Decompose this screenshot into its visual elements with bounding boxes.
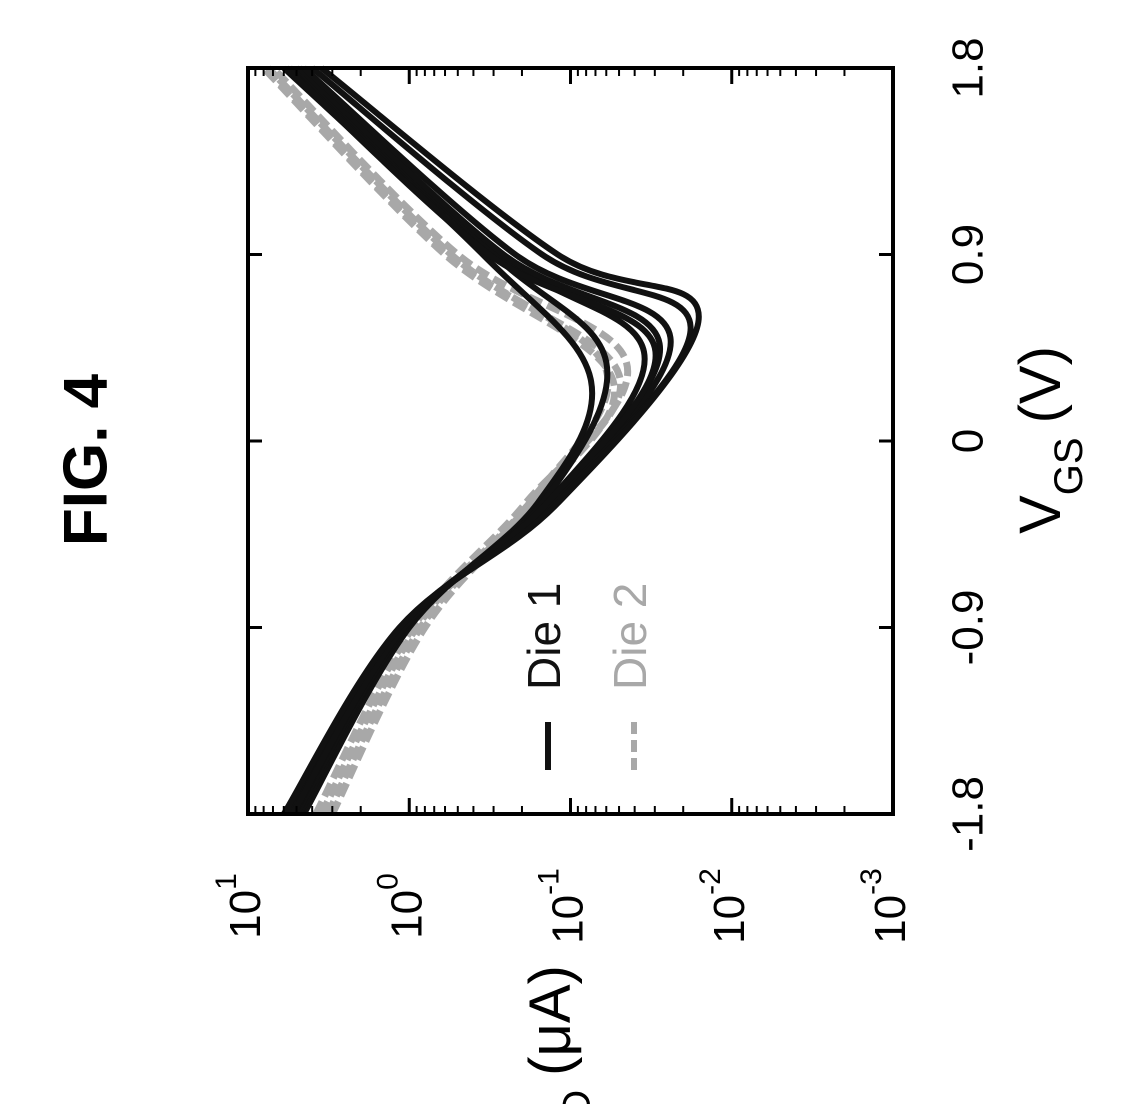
legend-label-die2: Die 2 bbox=[604, 583, 656, 690]
x-tick-label: -1.8 bbox=[944, 776, 993, 852]
x-tick-label: 0 bbox=[944, 429, 993, 453]
series-line-die1-10 bbox=[284, 65, 659, 816]
legend-label-die1: Die 1 bbox=[518, 583, 570, 690]
y-tick-label: 100 bbox=[371, 873, 431, 939]
y-tick-label: 10-2 bbox=[694, 868, 754, 944]
x-axis-label: VGS(V) bbox=[1008, 346, 1091, 534]
figure-label: FIG. 4 bbox=[51, 373, 120, 546]
y-tick-label: 10-1 bbox=[532, 868, 592, 944]
series-line-die1-4 bbox=[281, 65, 596, 816]
axes: -1.8 -0.9 0 0.9 1.8 10-3 10-2 10-1 100 101 bbox=[210, 37, 993, 943]
y-axis-label: ID(μA) bbox=[518, 965, 599, 1104]
y-tick-label: 101 bbox=[210, 873, 270, 939]
x-tick-label: 1.8 bbox=[944, 37, 993, 98]
series-line-die2-0 bbox=[261, 65, 618, 816]
series-line-die1-11 bbox=[281, 65, 702, 816]
x-tick-label: -0.9 bbox=[944, 590, 993, 666]
plot-area bbox=[261, 65, 702, 816]
series-line-die2-1 bbox=[265, 65, 612, 816]
y-tick-label: 10-3 bbox=[855, 868, 915, 944]
legend: Die 1 Die 2 bbox=[518, 583, 656, 770]
series-line-die2-3 bbox=[262, 65, 625, 816]
x-tick-label: 0.9 bbox=[944, 224, 993, 285]
plot-frame bbox=[246, 66, 895, 816]
